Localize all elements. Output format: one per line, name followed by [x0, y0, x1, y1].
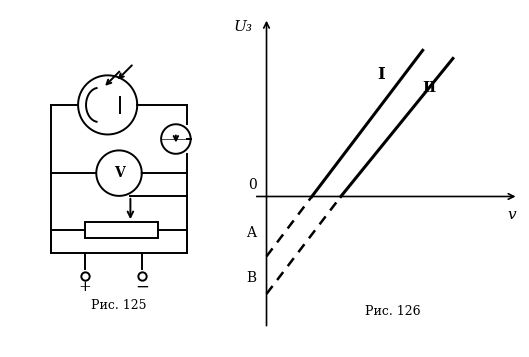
FancyBboxPatch shape [85, 222, 158, 238]
Text: −: − [135, 278, 149, 295]
Text: Рис. 125: Рис. 125 [92, 298, 147, 312]
Text: v: v [507, 208, 516, 222]
Text: I: I [377, 66, 385, 83]
Text: V: V [114, 166, 124, 180]
Text: A: A [247, 226, 257, 240]
Text: II: II [423, 81, 437, 95]
Text: 0: 0 [248, 178, 257, 192]
Text: B: B [247, 271, 257, 285]
Text: +: + [78, 280, 92, 294]
Text: U₃: U₃ [234, 20, 253, 34]
Text: Рис. 126: Рис. 126 [364, 305, 420, 318]
